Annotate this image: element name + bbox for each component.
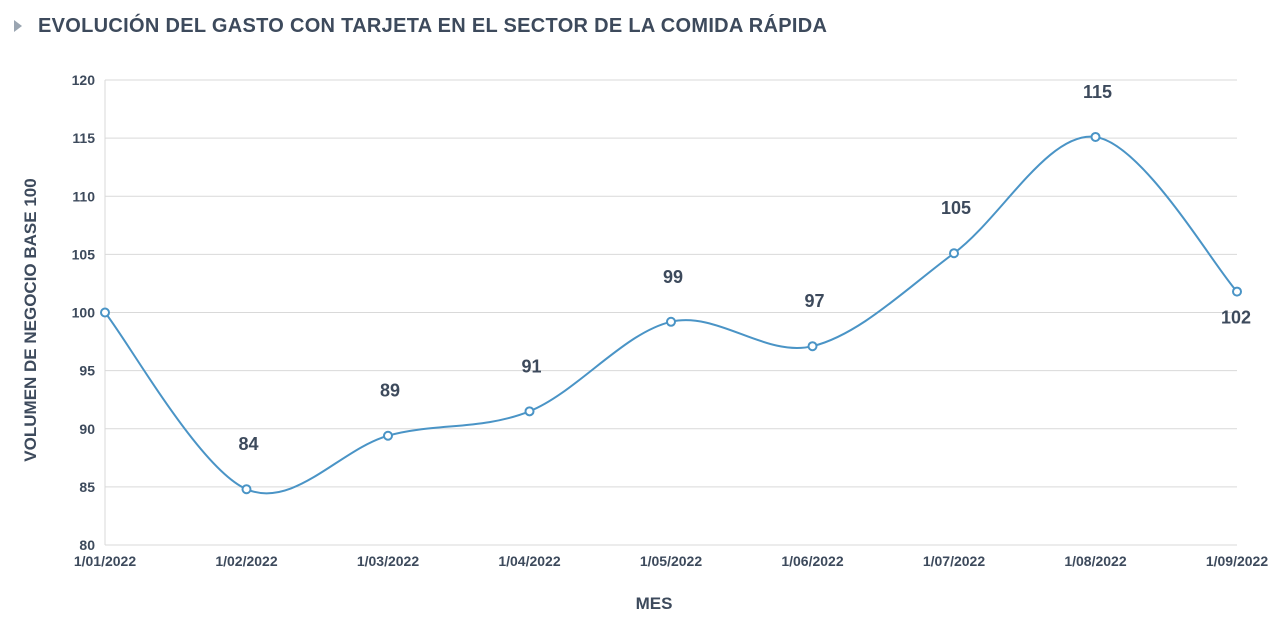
x-tick-label: 1/04/2022	[498, 553, 560, 569]
data-point	[383, 430, 393, 441]
series-line	[104, 135, 1238, 495]
x-tick-label: 1/08/2022	[1064, 553, 1126, 569]
x-tick-label: 1/02/2022	[215, 553, 277, 569]
data-point	[100, 307, 110, 318]
data-label: 99	[663, 267, 683, 287]
data-point	[1232, 286, 1242, 297]
data-point	[1090, 131, 1101, 142]
chart-header: EVOLUCIÓN DEL GASTO CON TARJETA EN EL SE…	[14, 12, 827, 40]
data-label: 102	[1221, 308, 1251, 328]
chart-title: EVOLUCIÓN DEL GASTO CON TARJETA EN EL SE…	[38, 14, 828, 37]
data-point	[524, 406, 535, 417]
triangle-right-icon	[14, 20, 22, 32]
x-tick-label: 1/05/2022	[640, 553, 702, 569]
y-axis-label: VOLUMEN DE NEGOCIO BASE 100	[21, 178, 40, 461]
data-label: 97	[804, 291, 824, 311]
x-tick-label: 1/01/2022	[74, 553, 136, 569]
x-tick-label: 1/06/2022	[781, 553, 843, 569]
data-point	[241, 484, 252, 495]
data-label: 115	[1083, 82, 1112, 102]
data-label: 84	[238, 434, 258, 454]
x-tick-label: 1/07/2022	[923, 553, 985, 569]
x-axis-label: MES	[636, 594, 673, 613]
data-label: 89	[380, 381, 400, 401]
data-label: 105	[941, 198, 971, 218]
y-tick-label: 90	[79, 421, 95, 437]
x-tick-label: 1/03/2022	[357, 553, 419, 569]
y-tick-label: 105	[72, 246, 96, 262]
x-axis-ticks: 1/01/2022 1/02/2022 1/03/2022 1/04/2022 1/05…	[74, 553, 1268, 569]
data-labels: 84 89 91 99 97 105 115 102	[238, 82, 1251, 454]
y-tick-label: 110	[72, 188, 95, 204]
y-tick-label: 115	[72, 130, 95, 146]
data-label: 91	[521, 356, 541, 376]
y-tick-label: 85	[79, 479, 95, 495]
y-tick-label: 80	[79, 537, 95, 553]
data-point	[807, 341, 818, 352]
y-tick-label: 100	[72, 305, 96, 321]
data-point	[949, 248, 959, 259]
y-tick-label: 120	[72, 72, 96, 88]
y-tick-label: 95	[79, 363, 95, 379]
series-group	[100, 131, 1242, 495]
data-point	[666, 316, 676, 327]
y-axis-ticks: 80 85 90 95 100 105 110 115 120	[72, 72, 96, 553]
grid-lines	[104, 79, 1237, 546]
x-tick-label: 1/09/2022	[1206, 553, 1268, 569]
